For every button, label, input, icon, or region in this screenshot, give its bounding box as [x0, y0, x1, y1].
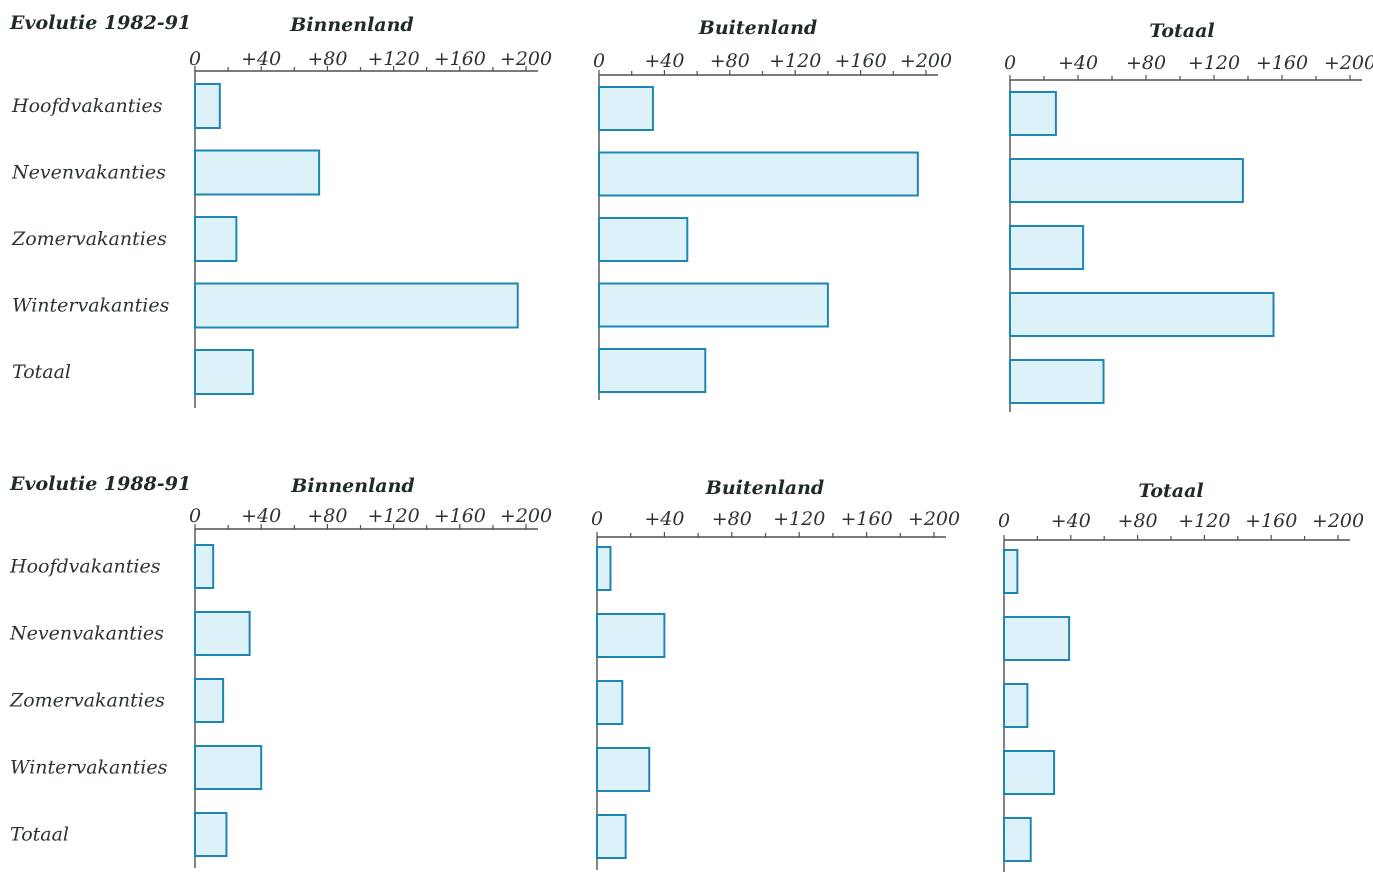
bar — [598, 282, 829, 328]
bar — [1003, 817, 1032, 862]
chart-panel: Binnenland 0 +40 +80 +120 +160 +200 Hoofdvakant… — [9, 475, 552, 868]
panel-title: Binnenland — [290, 475, 414, 497]
bar — [194, 544, 215, 589]
tick-label: +200 — [1312, 510, 1364, 532]
chart-panel: Totaal 0 +40 +80 +120 +160 +200 — [1004, 20, 1373, 412]
chart-panels: Binnenland 0 +40 +80 +120 +160 +200 Hoofdvakant… — [9, 14, 1373, 872]
tick-label: +40 — [1051, 510, 1091, 532]
bar — [1009, 359, 1105, 404]
bar — [598, 151, 919, 197]
category-label: Hoofdvakanties — [9, 556, 161, 578]
chart-panel: Buitenland 0 +40 +80 +120 +160 +200 — [591, 477, 960, 870]
bar — [1003, 549, 1019, 594]
tick-label: 0 — [593, 50, 605, 72]
bar — [1009, 292, 1275, 337]
bar — [1009, 158, 1244, 203]
bar — [596, 680, 624, 725]
tick-label: +40 — [644, 50, 684, 72]
tick-label: +40 — [241, 505, 281, 527]
tick-label: +40 — [1058, 52, 1098, 74]
tick-label: +40 — [241, 48, 281, 70]
bar — [596, 613, 666, 658]
tick-label: +200 — [908, 508, 960, 530]
bar — [596, 814, 627, 859]
tick-label: +120 — [368, 48, 420, 70]
bar — [194, 349, 254, 395]
tick-label: +160 — [434, 48, 486, 70]
tick-label: +80 — [1118, 510, 1158, 532]
bar — [194, 282, 519, 329]
tick-label: +200 — [900, 50, 952, 72]
bar — [194, 812, 228, 857]
panel-title: Totaal — [1138, 480, 1203, 502]
chart-panel: Binnenland 0 +40 +80 +120 +160 +200 Hoofdvakant… — [11, 14, 552, 408]
tick-label: +160 — [1256, 52, 1308, 74]
tick-label: +80 — [307, 48, 347, 70]
bar — [596, 546, 612, 591]
bar — [1003, 616, 1071, 661]
bar — [598, 86, 654, 131]
bar — [194, 216, 238, 262]
bar — [1009, 91, 1057, 136]
tick-label: 0 — [189, 48, 201, 70]
tick-label: +120 — [1188, 52, 1240, 74]
tick-label: +80 — [710, 50, 750, 72]
tick-label: 0 — [591, 508, 603, 530]
category-label: Zomervakanties — [11, 228, 167, 250]
tick-label: +160 — [841, 508, 893, 530]
tick-label: +80 — [712, 508, 752, 530]
panel-title: Buitenland — [705, 477, 824, 499]
panel-title: Binnenland — [289, 14, 413, 36]
chart-panel: Buitenland 0 +40 +80 +120 +160 +200 — [593, 17, 952, 400]
tick-label: +80 — [1126, 52, 1166, 74]
category-label: Zomervakanties — [9, 690, 165, 712]
tick-label: +200 — [500, 48, 552, 70]
category-label: Wintervakanties — [10, 757, 168, 779]
chart-panel: Totaal 0 +40 +80 +120 +160 +200 — [998, 480, 1364, 872]
category-label: Totaal — [12, 361, 71, 383]
tick-label: +160 — [835, 50, 887, 72]
category-label: Hoofdvakanties — [11, 95, 163, 117]
bar — [598, 348, 707, 393]
tick-label: +120 — [773, 508, 825, 530]
tick-label: +120 — [769, 50, 821, 72]
tick-label: +80 — [307, 505, 347, 527]
bar — [194, 745, 263, 790]
tick-label: +200 — [1324, 52, 1373, 74]
tick-label: +200 — [500, 505, 552, 527]
bar — [598, 217, 689, 262]
category-label: Totaal — [10, 824, 69, 846]
panel-title: Totaal — [1149, 20, 1214, 42]
tick-label: +40 — [644, 508, 684, 530]
section-title-1988-91: Evolutie 1988-91 — [9, 473, 191, 495]
tick-label: 0 — [189, 505, 201, 527]
bar — [1003, 683, 1029, 728]
bar — [194, 678, 225, 723]
category-label: Nevenvakanties — [11, 162, 166, 184]
tick-label: 0 — [998, 510, 1010, 532]
category-label: Nevenvakanties — [9, 623, 164, 645]
tick-label: +120 — [1178, 510, 1230, 532]
bar — [1003, 750, 1056, 795]
bar — [596, 747, 651, 792]
tick-label: +120 — [368, 505, 420, 527]
bar — [194, 611, 251, 656]
section-title-1982-91: Evolutie 1982-91 — [9, 12, 191, 34]
bar — [194, 83, 221, 129]
panel-title: Buitenland — [698, 17, 817, 39]
tick-label: +160 — [1245, 510, 1297, 532]
bar — [1009, 225, 1085, 270]
bar — [194, 149, 321, 196]
tick-label: +160 — [434, 505, 486, 527]
category-label: Wintervakanties — [12, 295, 170, 317]
tick-label: 0 — [1004, 52, 1016, 74]
